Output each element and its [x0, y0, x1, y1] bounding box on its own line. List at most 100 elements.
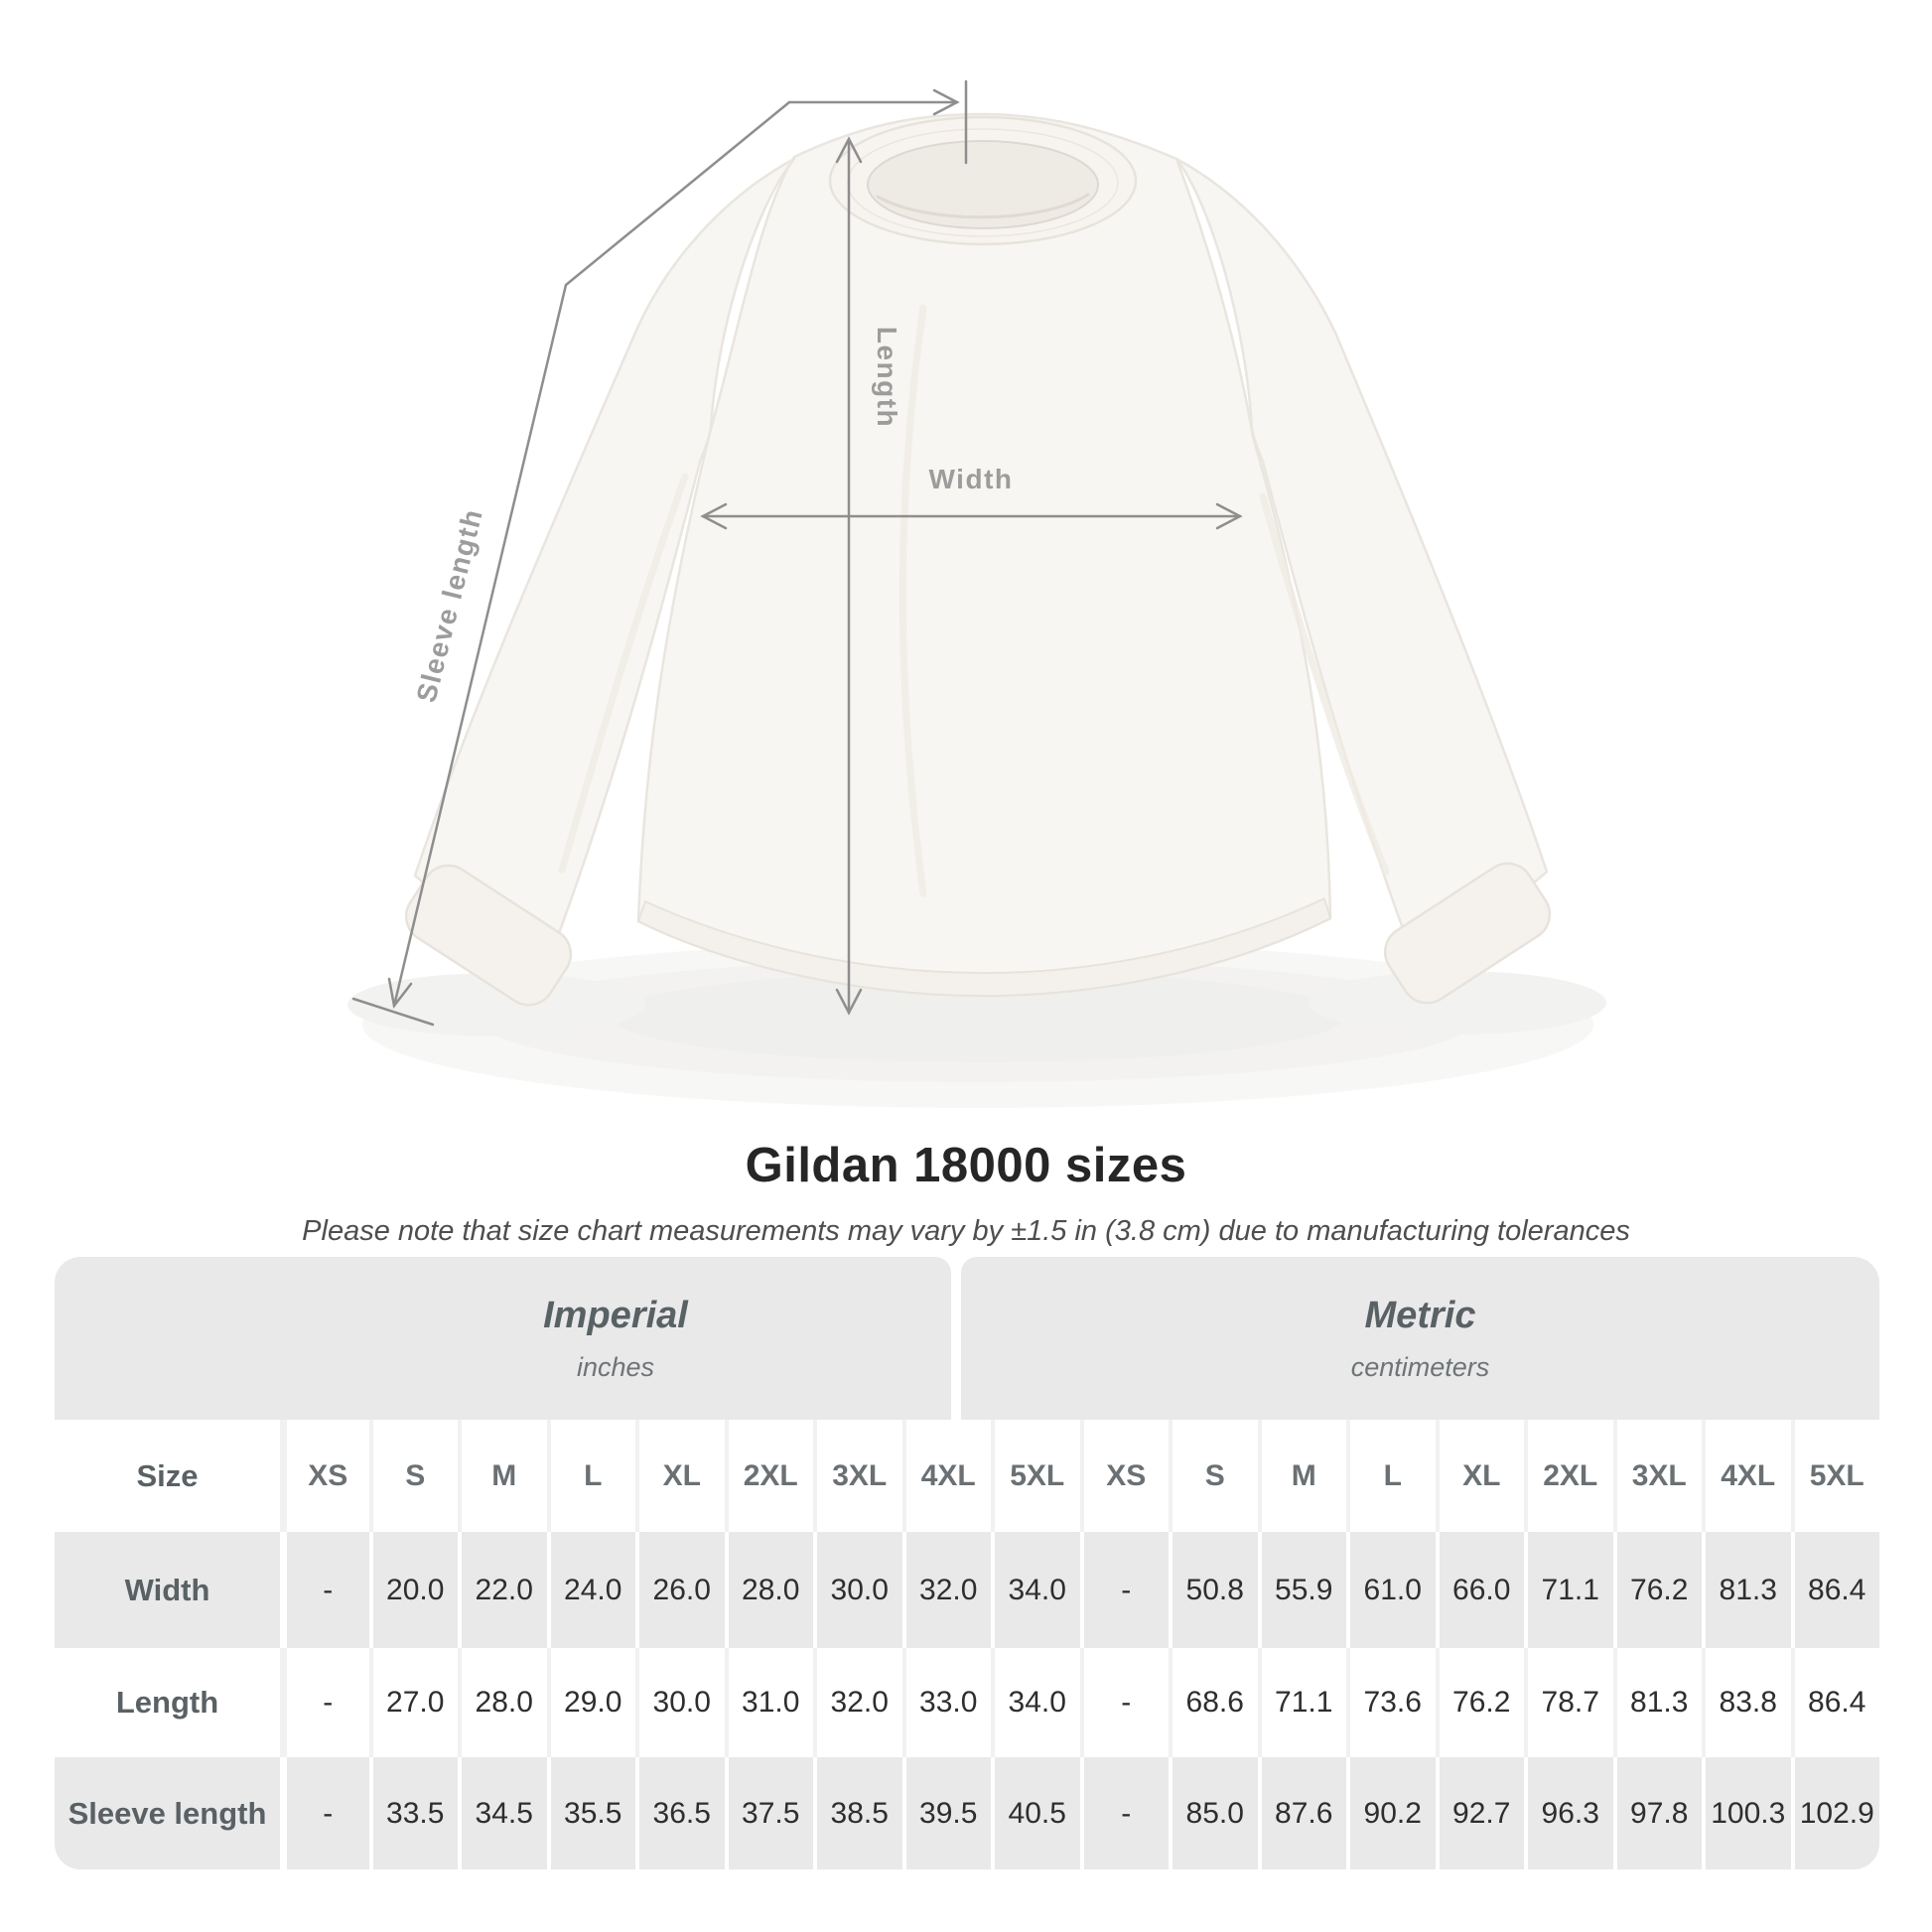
size-header-cell: 5XL	[991, 1420, 1080, 1532]
value-cell: 24.0	[546, 1532, 635, 1648]
page-subtitle: Please note that size chart measurements…	[302, 1215, 1630, 1247]
value-cell: -	[1079, 1757, 1169, 1869]
value-cell: 61.0	[1346, 1532, 1436, 1648]
value-cell: 34.5	[458, 1757, 547, 1869]
value-cell: 55.9	[1257, 1532, 1346, 1648]
size-header-cell: L	[1346, 1420, 1436, 1532]
value-cell: 38.5	[813, 1757, 902, 1869]
size-header-cell: 4XL	[1702, 1420, 1791, 1532]
value-cell: 37.5	[724, 1757, 813, 1869]
size-header-cell: M	[458, 1420, 547, 1532]
value-cell: 35.5	[546, 1757, 635, 1869]
width-label: Width	[929, 464, 1014, 494]
value-cell: 34.0	[991, 1532, 1080, 1648]
value-cell: 22.0	[458, 1532, 547, 1648]
size-header-cell: 5XL	[1790, 1420, 1879, 1532]
size-header-cell: S	[1169, 1420, 1258, 1532]
size-header-cell: XS	[1079, 1420, 1169, 1532]
garment-shadow	[347, 941, 1606, 1108]
size-header-cell: M	[1257, 1420, 1346, 1532]
size-header-cell: 4XL	[901, 1420, 991, 1532]
right-sleeve	[1174, 157, 1549, 981]
value-cell: 76.2	[1435, 1648, 1524, 1757]
imperial-header: Imperial inches	[55, 1257, 951, 1420]
size-header-cell: 2XL	[724, 1420, 813, 1532]
size-col-header: Size	[55, 1420, 280, 1532]
value-cell: -	[1079, 1648, 1169, 1757]
length-label: Length	[872, 327, 902, 428]
value-cell: 50.8	[1169, 1532, 1258, 1648]
sleeve-length-label: Sleeve length	[411, 505, 488, 706]
value-cell: 30.0	[635, 1648, 725, 1757]
width-row: Width - 20.0 22.0 24.0 26.0 28.0 30.0 32…	[55, 1532, 1879, 1648]
value-cell: -	[280, 1648, 369, 1757]
row-label: Length	[55, 1648, 280, 1757]
size-header-cell: XL	[1435, 1420, 1524, 1532]
value-cell: 34.0	[991, 1648, 1080, 1757]
size-header-row: Size XS S M L XL 2XL 3XL 4XL 5XL XS S M …	[55, 1420, 1879, 1532]
sleeve-length-line	[351, 100, 791, 1027]
right-cuff	[1383, 862, 1552, 1005]
sleeve-length-row: Sleeve length - 33.5 34.5 35.5 36.5 37.5…	[55, 1757, 1879, 1869]
value-cell: 33.0	[901, 1648, 991, 1757]
metric-title: Metric	[1364, 1294, 1476, 1336]
size-header-cell: S	[368, 1420, 458, 1532]
value-cell: 87.6	[1257, 1757, 1346, 1869]
metric-unit-label: centimeters	[1350, 1351, 1490, 1382]
size-header-cell: 3XL	[813, 1420, 902, 1532]
value-cell: 100.3	[1702, 1757, 1791, 1869]
width-line	[700, 502, 1243, 530]
size-header-cell: XL	[635, 1420, 725, 1532]
value-cell: 83.8	[1702, 1648, 1791, 1757]
value-cell: 86.4	[1790, 1532, 1879, 1648]
shoulder-reference-line	[787, 79, 968, 165]
value-cell: 30.0	[813, 1532, 902, 1648]
length-line	[835, 136, 863, 1016]
value-cell: 68.6	[1169, 1648, 1258, 1757]
value-cell: 39.5	[901, 1757, 991, 1869]
value-cell: 28.0	[458, 1648, 547, 1757]
size-header-cell: 2XL	[1524, 1420, 1613, 1532]
row-label: Sleeve length	[55, 1757, 280, 1869]
value-cell: 71.1	[1257, 1648, 1346, 1757]
value-cell: 71.1	[1524, 1532, 1613, 1648]
value-cell: 92.7	[1435, 1757, 1524, 1869]
left-cuff	[404, 864, 573, 1007]
value-cell: 31.0	[724, 1648, 813, 1757]
value-cell: 96.3	[1524, 1757, 1613, 1869]
value-cell: -	[280, 1757, 369, 1869]
value-cell: -	[280, 1532, 369, 1648]
collar	[828, 115, 1138, 246]
value-cell: 97.8	[1612, 1757, 1702, 1869]
value-cell: -	[1079, 1532, 1169, 1648]
measurement-lines	[351, 79, 1243, 1027]
value-cell: 76.2	[1612, 1532, 1702, 1648]
value-cell: 85.0	[1169, 1757, 1258, 1869]
value-cell: 81.3	[1612, 1648, 1702, 1757]
value-cell: 32.0	[813, 1648, 902, 1757]
value-cell: 40.5	[991, 1757, 1080, 1869]
left-sleeve	[413, 157, 796, 983]
length-row: Length - 27.0 28.0 29.0 30.0 31.0 32.0 3…	[55, 1648, 1879, 1757]
value-cell: 32.0	[901, 1532, 991, 1648]
value-cell: 36.5	[635, 1757, 725, 1869]
units-header-row: Imperial inches Metric centimeters	[55, 1257, 1879, 1420]
value-cell: 90.2	[1346, 1757, 1436, 1869]
sweatshirt-diagram: Length Width Sleeve length	[347, 79, 1606, 1108]
metric-header: Metric centimeters	[961, 1257, 1879, 1420]
value-cell: 27.0	[368, 1648, 458, 1757]
value-cell: 20.0	[368, 1532, 458, 1648]
value-cell: 73.6	[1346, 1648, 1436, 1757]
page-title: Gildan 18000 sizes	[745, 1139, 1187, 1192]
fold-creases	[558, 304, 1390, 897]
value-cell: 66.0	[1435, 1532, 1524, 1648]
size-header-cell: L	[546, 1420, 635, 1532]
value-cell: 33.5	[368, 1757, 458, 1869]
size-header-cell: XS	[280, 1420, 369, 1532]
value-cell: 86.4	[1790, 1648, 1879, 1757]
size-table: Imperial inches Metric centimeters Size …	[55, 1257, 1879, 1869]
imperial-unit-label: inches	[576, 1351, 655, 1382]
value-cell: 26.0	[635, 1532, 725, 1648]
value-cell: 78.7	[1524, 1648, 1613, 1757]
